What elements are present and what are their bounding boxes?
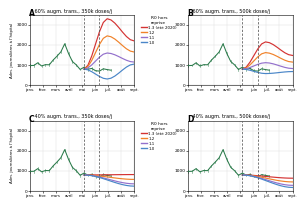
Y-axis label: Adm. journalières à l'hôpital: Adm. journalières à l'hôpital (10, 22, 14, 77)
Legend: 1.3 (été 2020), 1.2, 1.1, 1.0: 1.3 (été 2020), 1.2, 1.1, 1.0 (140, 121, 178, 151)
Y-axis label: Adm. journalières à l'hôpital: Adm. journalières à l'hôpital (10, 128, 14, 183)
Text: B: B (187, 9, 193, 18)
Text: A: A (29, 9, 35, 18)
Legend: 1.3 (été 2020), 1.2, 1.1, 1.0: 1.3 (été 2020), 1.2, 1.1, 1.0 (140, 15, 178, 46)
Text: 40% augm. trans., 500k doses/j: 40% augm. trans., 500k doses/j (188, 114, 271, 119)
Text: 40% augm. trans., 350k doses/j: 40% augm. trans., 350k doses/j (30, 114, 112, 119)
Text: C: C (29, 115, 34, 124)
Text: 60% augm. trans., 500k doses/j: 60% augm. trans., 500k doses/j (188, 9, 271, 14)
Text: D: D (187, 115, 194, 124)
Text: 60% augm. trans., 350k doses/j: 60% augm. trans., 350k doses/j (30, 9, 112, 14)
